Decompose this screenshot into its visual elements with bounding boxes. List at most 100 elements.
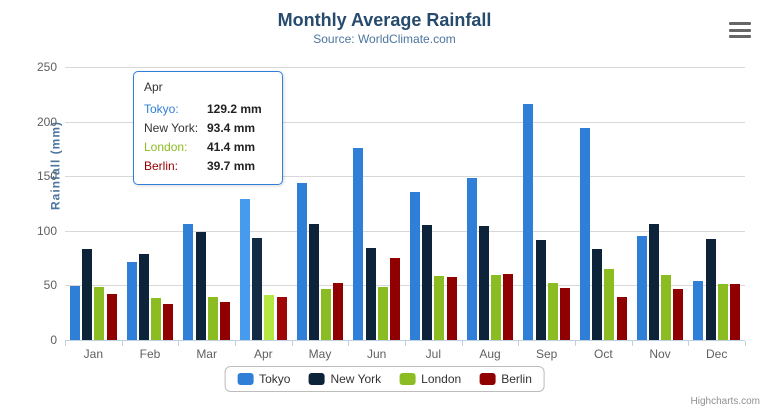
bar-tokyo-jan[interactable] bbox=[70, 285, 81, 340]
bar-tokyo-dec[interactable] bbox=[693, 280, 704, 340]
x-axis-label: Sep bbox=[535, 347, 558, 361]
bar-new-york-aug[interactable] bbox=[478, 226, 489, 340]
tooltip-row-tokyo-: Tokyo: 129.2 mm bbox=[144, 100, 272, 119]
bar-berlin-may[interactable] bbox=[333, 282, 344, 340]
x-axis-tick bbox=[348, 341, 350, 346]
bar-new-york-jan[interactable] bbox=[82, 248, 93, 340]
bar-tokyo-nov[interactable] bbox=[636, 235, 647, 340]
bar-new-york-jul[interactable] bbox=[422, 225, 433, 340]
x-axis-label: Jul bbox=[425, 347, 441, 361]
x-axis-label: Dec bbox=[705, 347, 728, 361]
bar-berlin-jun[interactable] bbox=[389, 257, 400, 340]
x-axis-tick bbox=[121, 341, 123, 346]
legend: Tokyo New York London Berlin bbox=[224, 366, 545, 392]
bar-new-york-mar[interactable] bbox=[195, 232, 206, 340]
bar-london-mar[interactable] bbox=[207, 297, 218, 340]
bar-london-aug[interactable] bbox=[491, 274, 502, 340]
legend-item-berlin[interactable]: Berlin bbox=[479, 372, 532, 386]
tooltip-header: Apr bbox=[144, 80, 163, 94]
x-axis-tick bbox=[461, 341, 463, 346]
bar-tokyo-may[interactable] bbox=[296, 182, 307, 340]
bar-new-york-feb[interactable] bbox=[138, 253, 149, 340]
bar-berlin-jan[interactable] bbox=[106, 293, 117, 340]
bar-london-apr[interactable] bbox=[264, 294, 275, 340]
bar-berlin-aug[interactable] bbox=[503, 274, 514, 340]
hamburger-icon bbox=[729, 22, 751, 25]
legend-item-london[interactable]: London bbox=[399, 372, 461, 386]
x-axis-tick bbox=[235, 341, 236, 346]
bar-tokyo-sep[interactable] bbox=[523, 103, 534, 340]
bar-tokyo-feb[interactable] bbox=[126, 261, 137, 340]
tooltip-series-label: Tokyo: bbox=[144, 102, 179, 116]
bar-tokyo-aug[interactable] bbox=[466, 177, 477, 340]
bar-new-york-nov[interactable] bbox=[648, 223, 659, 340]
gridline bbox=[65, 176, 745, 178]
legend-item-new-york[interactable]: New York bbox=[308, 372, 381, 386]
bar-london-sep[interactable] bbox=[547, 282, 558, 340]
bar-london-dec[interactable] bbox=[717, 284, 728, 340]
bar-tokyo-apr[interactable] bbox=[240, 198, 251, 340]
legend-item-tokyo[interactable]: Tokyo bbox=[237, 372, 290, 386]
y-axis-title: Rainfall (mm) bbox=[48, 120, 63, 210]
x-axis-label: Nov bbox=[649, 347, 671, 361]
bar-berlin-nov[interactable] bbox=[673, 288, 684, 340]
bar-london-oct[interactable] bbox=[604, 268, 615, 340]
credits-link[interactable]: Highcharts.com bbox=[690, 396, 760, 407]
bar-tokyo-mar[interactable] bbox=[183, 223, 194, 340]
legend-swatch-icon bbox=[237, 373, 254, 385]
bar-new-york-dec[interactable] bbox=[705, 239, 716, 340]
export-menu-button[interactable] bbox=[727, 20, 753, 40]
y-axis-label: 200 bbox=[36, 114, 57, 129]
bar-london-jun[interactable] bbox=[377, 287, 388, 340]
bar-berlin-apr[interactable] bbox=[276, 296, 287, 340]
legend-swatch-icon bbox=[399, 373, 416, 385]
chart-subtitle: Source: WorldClimate.com bbox=[313, 32, 456, 46]
x-axis-label: Apr bbox=[253, 347, 273, 361]
x-axis-label: Feb bbox=[139, 347, 161, 361]
bar-new-york-jun[interactable] bbox=[365, 247, 376, 340]
legend-label: New York bbox=[330, 372, 382, 386]
legend-swatch-icon bbox=[479, 373, 496, 385]
bar-tokyo-oct[interactable] bbox=[580, 128, 591, 340]
tooltip-row-berlin-: Berlin: 39.7 mm bbox=[144, 157, 272, 176]
tooltip-series-label: London: bbox=[144, 140, 188, 154]
tooltip-series-value: 41.4 mm bbox=[207, 140, 256, 154]
x-axis-tick bbox=[65, 341, 66, 346]
x-axis-line bbox=[65, 340, 745, 341]
bar-tokyo-jul[interactable] bbox=[410, 191, 421, 340]
bar-new-york-apr[interactable] bbox=[252, 238, 263, 340]
tooltip-series-value: 93.4 mm bbox=[207, 121, 256, 135]
y-axis-label: 250 bbox=[36, 60, 57, 74]
bar-berlin-mar[interactable] bbox=[219, 302, 230, 340]
tooltip-series-value: 39.7 mm bbox=[207, 159, 256, 173]
bar-london-nov[interactable] bbox=[661, 275, 672, 340]
tooltip: Apr Tokyo: 129.2 mm New York: 93.4 mm London… bbox=[133, 71, 283, 185]
gridline bbox=[65, 121, 745, 123]
y-axis-label: 150 bbox=[36, 169, 57, 184]
y-axis-label: 50 bbox=[43, 278, 57, 293]
bar-london-jan[interactable] bbox=[94, 286, 105, 340]
x-axis-tick bbox=[291, 341, 293, 346]
bar-new-york-sep[interactable] bbox=[535, 240, 546, 340]
bar-new-york-oct[interactable] bbox=[592, 248, 603, 340]
bar-berlin-sep[interactable] bbox=[559, 288, 570, 340]
x-axis-tick bbox=[518, 341, 520, 346]
bar-london-feb[interactable] bbox=[151, 297, 162, 340]
bar-berlin-dec[interactable] bbox=[729, 284, 740, 340]
chart-title: Monthly Average Rainfall bbox=[277, 10, 492, 30]
bar-new-york-may[interactable] bbox=[308, 224, 319, 340]
tooltip-series-value: 129.2 mm bbox=[207, 102, 262, 116]
bar-berlin-oct[interactable] bbox=[616, 297, 627, 340]
x-axis-tick bbox=[405, 341, 406, 346]
bar-tokyo-jun[interactable] bbox=[353, 147, 364, 340]
bar-berlin-feb[interactable] bbox=[163, 303, 174, 340]
x-axis-tick bbox=[575, 341, 576, 346]
bar-london-may[interactable] bbox=[321, 288, 332, 340]
x-axis-tick bbox=[745, 341, 746, 346]
x-axis-label: Aug bbox=[479, 347, 501, 361]
legend-label: Tokyo bbox=[259, 372, 291, 386]
bar-london-jul[interactable] bbox=[434, 275, 445, 340]
bar-berlin-jul[interactable] bbox=[446, 277, 457, 340]
y-axis-label: 0 bbox=[50, 333, 57, 347]
hamburger-icon bbox=[729, 35, 751, 38]
